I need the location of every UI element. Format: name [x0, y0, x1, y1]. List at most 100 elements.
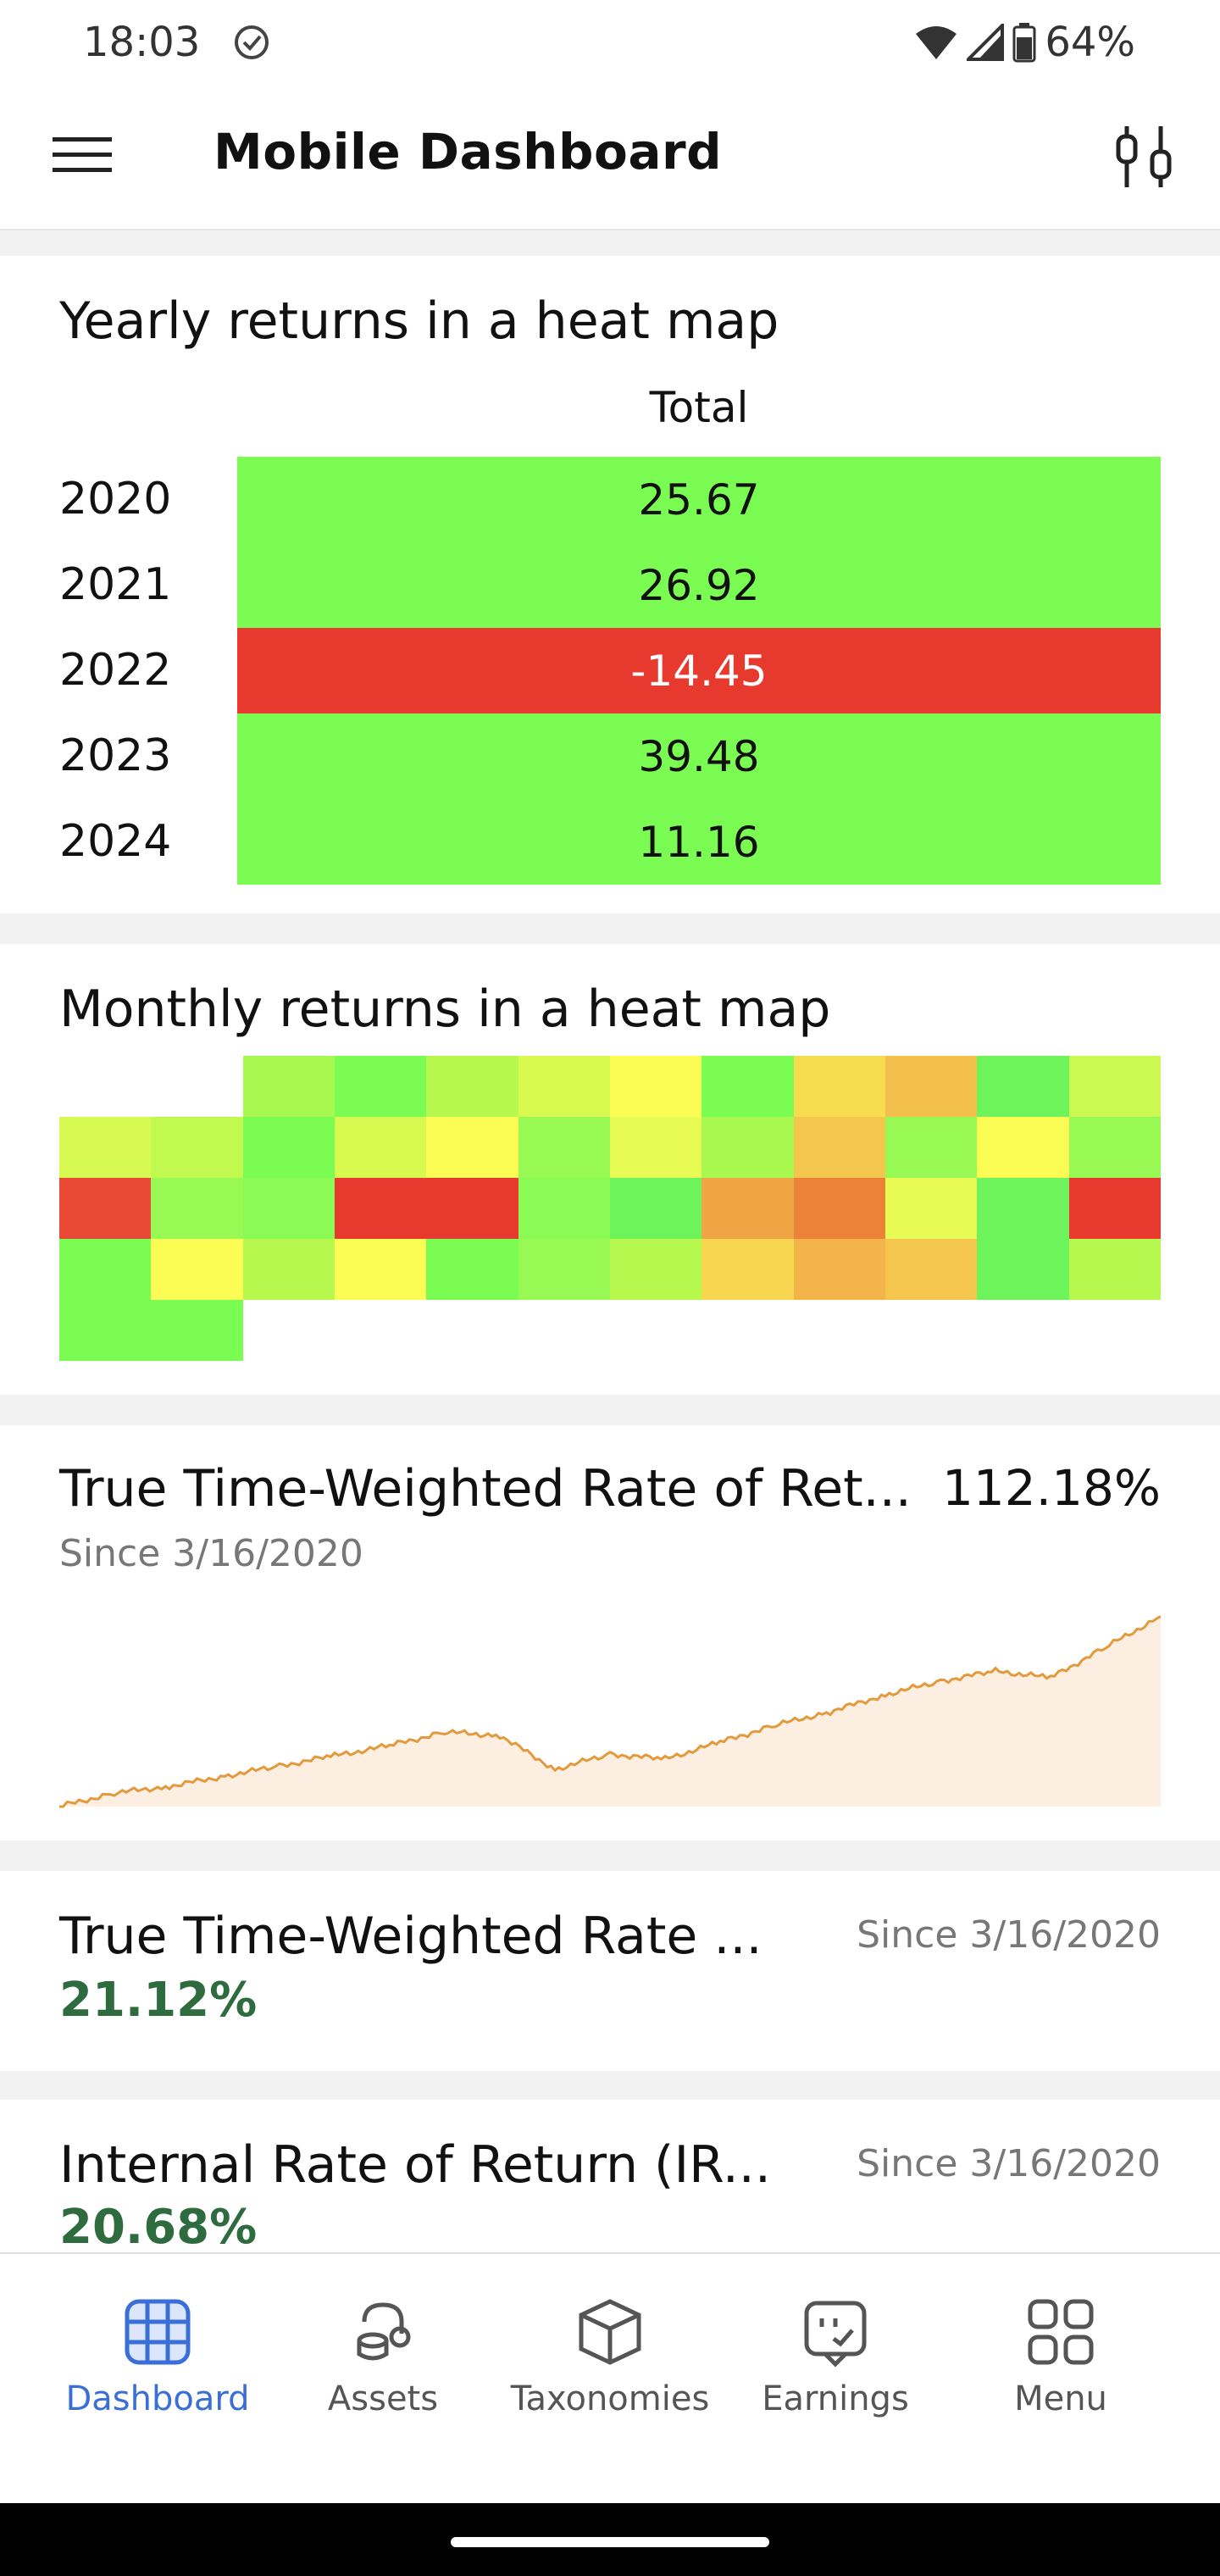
heatmap-cell — [977, 1178, 1070, 1239]
heatmap-cell — [426, 1117, 519, 1178]
heatmap-cell — [977, 1117, 1070, 1178]
heatmap-cell — [518, 1239, 611, 1300]
heatmap-cell — [885, 1239, 978, 1300]
nav-menu[interactable]: Menu — [951, 2296, 1171, 2418]
nav-taxonomies[interactable]: Taxonomies — [500, 2296, 720, 2418]
heatmap-cell — [151, 1178, 244, 1239]
heatmap-cell — [335, 1178, 427, 1239]
nav-earnings[interactable]: Earnings — [725, 2296, 946, 2418]
heatmap-cell — [885, 1056, 978, 1117]
ttwror-title: True Time-Weighted Rate of Ret... — [59, 1459, 912, 1518]
heatmap-cell — [426, 1056, 519, 1117]
heatmap-cell — [610, 1056, 702, 1117]
signal-icon — [967, 24, 1005, 61]
heatmap-cell — [151, 1117, 244, 1178]
heatmap-cell — [426, 1239, 519, 1300]
ttwror-card[interactable]: True Time-Weighted Rate of Ret... 112.18… — [0, 1425, 1220, 1840]
heatmap-cell: 11.16 — [237, 799, 1161, 885]
heatmap-cell — [242, 1239, 336, 1300]
heatmap-cell — [702, 1056, 795, 1117]
heatmap-cell — [151, 1300, 244, 1361]
ttwror-chart — [59, 1615, 1161, 1808]
page-title: Mobile Dashboard — [214, 123, 723, 180]
apps-icon — [1028, 2299, 1094, 2365]
heatmap-row: 2023 39.48 — [0, 713, 1220, 799]
status-time: 18:03 — [83, 19, 201, 66]
heatmap-row: 2020 25.67 — [0, 457, 1220, 542]
heatmap-cell — [610, 1117, 702, 1178]
heatmap-cell — [885, 1178, 978, 1239]
heatmap-cell — [702, 1178, 795, 1239]
app-bar: Mobile Dashboard — [0, 85, 1220, 230]
ttwror-annualized-since: Since 3/16/2020 — [857, 1913, 1161, 1957]
heatmap-cell — [1068, 1239, 1162, 1300]
chart-series-line — [59, 1615, 1161, 1808]
bottom-navigation: Dashboard Assets Taxonomies Earnings — [0, 2252, 1220, 2505]
heatmap-row: 2024 11.16 — [0, 799, 1220, 885]
heatmap-row: 2022 -14.45 — [0, 628, 1220, 713]
heatmap-cell — [59, 1300, 152, 1361]
heatmap-cell — [59, 1178, 152, 1239]
heatmap-cell — [242, 1056, 336, 1117]
nav-label: Menu — [1014, 2379, 1107, 2418]
column-header: Total — [649, 383, 749, 432]
sliders-icon[interactable] — [1112, 123, 1178, 191]
cube-icon — [579, 2299, 641, 2365]
heatmap-cell — [885, 1117, 978, 1178]
ttwror-since: Since 3/16/2020 — [59, 1532, 363, 1575]
heatmap-cell — [59, 1117, 152, 1178]
ttwror-value: 112.18% — [941, 1459, 1161, 1517]
heatmap-cell — [151, 1239, 244, 1300]
heatmap-cell — [426, 1178, 519, 1239]
check-circle-icon — [235, 25, 269, 59]
earnings-icon — [804, 2301, 867, 2368]
ttwror-annualized-value: 21.12% — [59, 1973, 258, 2028]
heatmap-cell — [1068, 1178, 1162, 1239]
nav-label: Assets — [327, 2379, 439, 2418]
heatmap-cell: -14.45 — [237, 628, 1161, 713]
ttwror-annualized-card[interactable]: True Time-Weighted Rate ... Since 3/16/2… — [0, 1871, 1220, 2071]
chart-area-fill — [59, 1616, 1161, 1807]
heatmap-cell — [793, 1239, 886, 1300]
ttwror-annualized-title: True Time-Weighted Rate ... — [59, 1907, 762, 1966]
heatmap-cell — [1068, 1056, 1162, 1117]
home-gesture-handle[interactable] — [451, 2537, 769, 2547]
irr-card[interactable]: Internal Rate of Return (IR... Since 3/1… — [0, 2100, 1220, 2254]
heatmap-cell — [518, 1117, 611, 1178]
yearly-heatmap-card: Yearly returns in a heat map Total 2020 2… — [0, 256, 1220, 913]
heatmap-cell — [610, 1239, 702, 1300]
heatmap-cell — [335, 1239, 427, 1300]
battery-icon — [1012, 23, 1036, 63]
heatmap-cell — [518, 1178, 611, 1239]
heatmap-cell — [793, 1056, 886, 1117]
heatmap-cell — [702, 1117, 795, 1178]
heatmap-cell — [59, 1239, 152, 1300]
heatmap-cell — [335, 1117, 427, 1178]
heatmap-cell — [242, 1178, 336, 1239]
wifi-icon — [916, 26, 957, 59]
heatmap-cell — [242, 1117, 336, 1178]
heatmap-cell — [793, 1117, 886, 1178]
grid-icon — [125, 2299, 191, 2365]
heatmap-cell — [1068, 1117, 1162, 1178]
nav-dashboard[interactable]: Dashboard — [47, 2296, 268, 2418]
hamburger-menu-icon[interactable] — [53, 134, 112, 176]
heatmap-cell: 26.92 — [237, 542, 1161, 628]
heatmap-cell — [793, 1178, 886, 1239]
nav-label: Taxonomies — [510, 2379, 710, 2418]
coins-icon — [357, 2302, 411, 2361]
heatmap-cell: 25.67 — [237, 457, 1161, 542]
irr-value: 20.68% — [59, 2200, 258, 2254]
heatmap-cell — [610, 1178, 702, 1239]
battery-percent: 64% — [1045, 19, 1135, 66]
heatmap-cell: 39.48 — [237, 713, 1161, 799]
monthly-heatmap-title: Monthly returns in a heat map — [59, 980, 831, 1039]
nav-label: Dashboard — [65, 2379, 250, 2418]
row-year: 2024 — [59, 816, 172, 867]
row-year: 2023 — [59, 730, 172, 781]
nav-assets[interactable]: Assets — [273, 2296, 493, 2418]
heatmap-cell — [335, 1056, 427, 1117]
row-year: 2022 — [59, 645, 172, 696]
nav-label: Earnings — [762, 2379, 909, 2418]
heatmap-cell — [518, 1056, 611, 1117]
